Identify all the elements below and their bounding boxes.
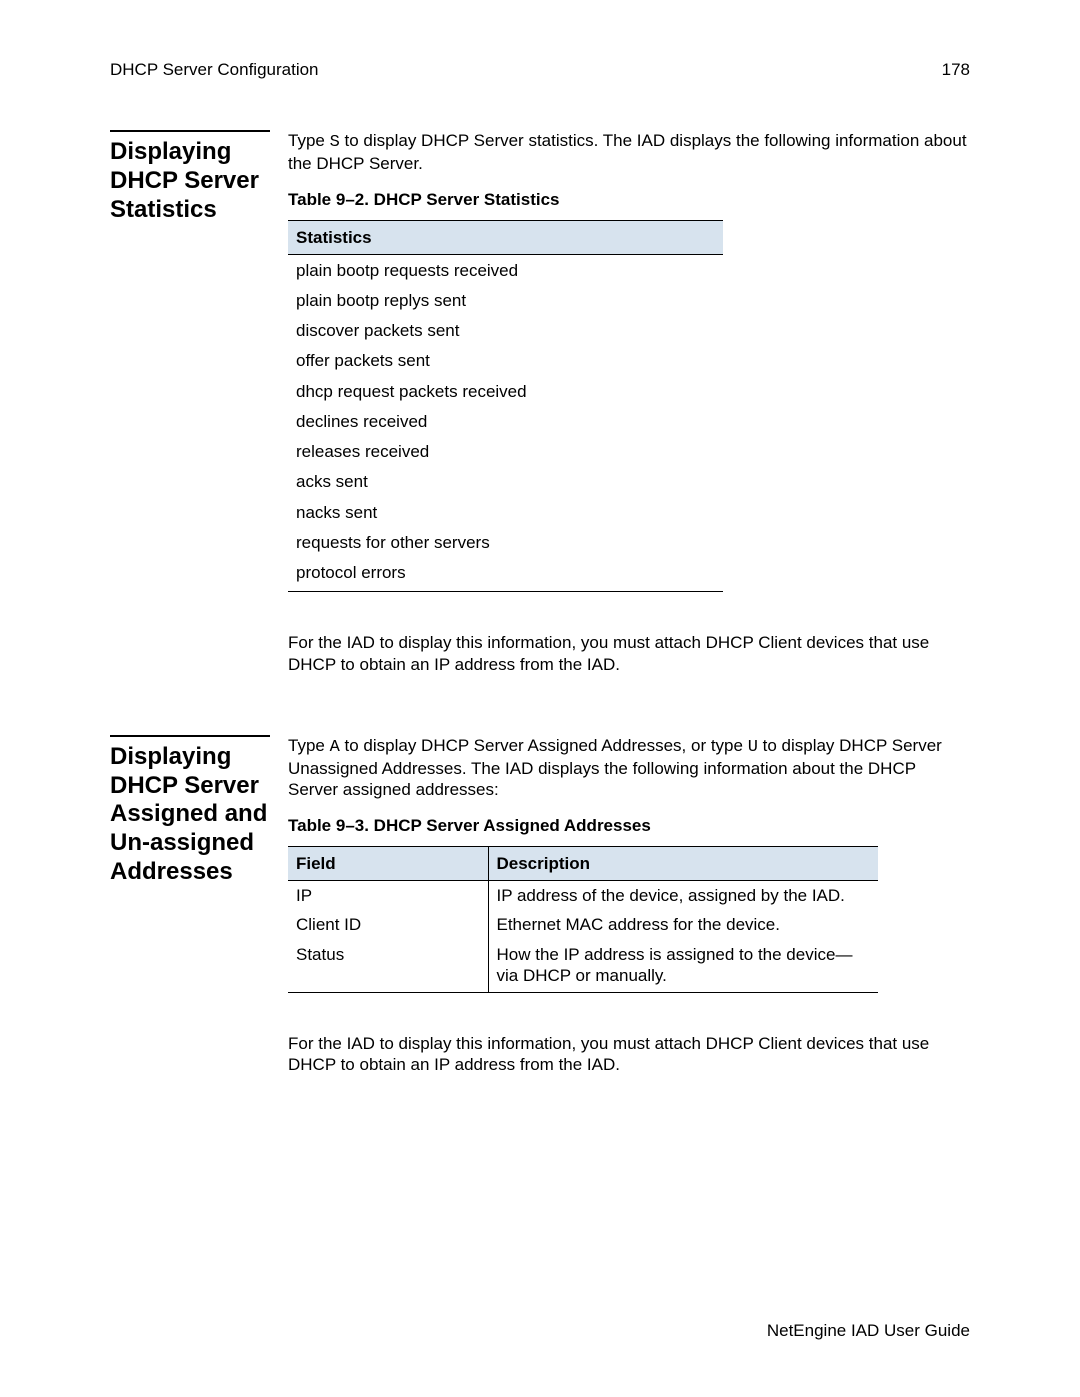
code-key-u: U <box>748 738 758 757</box>
cell-desc: How the IP address is assigned to the de… <box>488 940 878 993</box>
side-heading-addr: Displaying DHCP Server Assigned and Un-a… <box>110 735 270 1076</box>
cell-desc: IP address of the device, assigned by th… <box>488 881 878 911</box>
stats-row: plain bootp requests received <box>288 255 723 286</box>
page-header: DHCP Server Configuration 178 <box>110 60 970 80</box>
stats-row: plain bootp replys sent <box>288 285 723 315</box>
table-caption-stats: Table 9–2. DHCP Server Statistics <box>288 189 970 210</box>
cell-field: Client ID <box>288 910 488 939</box>
header-title: DHCP Server Configuration <box>110 60 319 80</box>
footer-text: NetEngine IAD User Guide <box>767 1321 970 1341</box>
side-heading-stats: Displaying DHCP Server Statistics <box>110 130 270 675</box>
stats-row: dhcp request packets received <box>288 376 723 406</box>
stats-row: declines received <box>288 406 723 436</box>
note-addr: For the IAD to display this information,… <box>288 1033 970 1076</box>
stats-row: protocol errors <box>288 558 723 592</box>
section-dhcp-statistics: Displaying DHCP Server Statistics Type S… <box>110 130 970 675</box>
side-heading-addr-text: Displaying DHCP Server Assigned and Un-a… <box>110 743 270 887</box>
intro-paragraph-stats: Type S to display DHCP Server statistics… <box>288 130 970 175</box>
stats-row: releases received <box>288 437 723 467</box>
stats-row: discover packets sent <box>288 316 723 346</box>
code-key-a: A <box>330 738 340 757</box>
note-stats: For the IAD to display this information,… <box>288 632 970 675</box>
cell-field: Status <box>288 940 488 993</box>
col-header-description: Description <box>488 846 878 880</box>
col-header-field: Field <box>288 846 488 880</box>
cell-desc: Ethernet MAC address for the device. <box>488 910 878 939</box>
section-dhcp-addresses: Displaying DHCP Server Assigned and Un-a… <box>110 735 970 1076</box>
stats-row: acks sent <box>288 467 723 497</box>
stats-row: nacks sent <box>288 497 723 527</box>
table-caption-addr: Table 9–3. DHCP Server Assigned Addresse… <box>288 815 970 836</box>
code-key-s: S <box>330 133 340 152</box>
table-row: IP IP address of the device, assigned by… <box>288 881 878 911</box>
table-row: Client ID Ethernet MAC address for the d… <box>288 910 878 939</box>
stats-row: requests for other servers <box>288 527 723 557</box>
intro-paragraph-addr: Type A to display DHCP Server Assigned A… <box>288 735 970 801</box>
table-row: Status How the IP address is assigned to… <box>288 940 878 993</box>
page-number: 178 <box>942 60 970 80</box>
table-header-statistics: Statistics <box>288 220 723 254</box>
table-dhcp-addresses: Field Description IP IP address of the d… <box>288 846 878 993</box>
stats-row: offer packets sent <box>288 346 723 376</box>
table-dhcp-statistics: Statistics plain bootp requests received… <box>288 220 723 593</box>
side-heading-stats-text: Displaying DHCP Server Statistics <box>110 138 270 224</box>
cell-field: IP <box>288 881 488 911</box>
